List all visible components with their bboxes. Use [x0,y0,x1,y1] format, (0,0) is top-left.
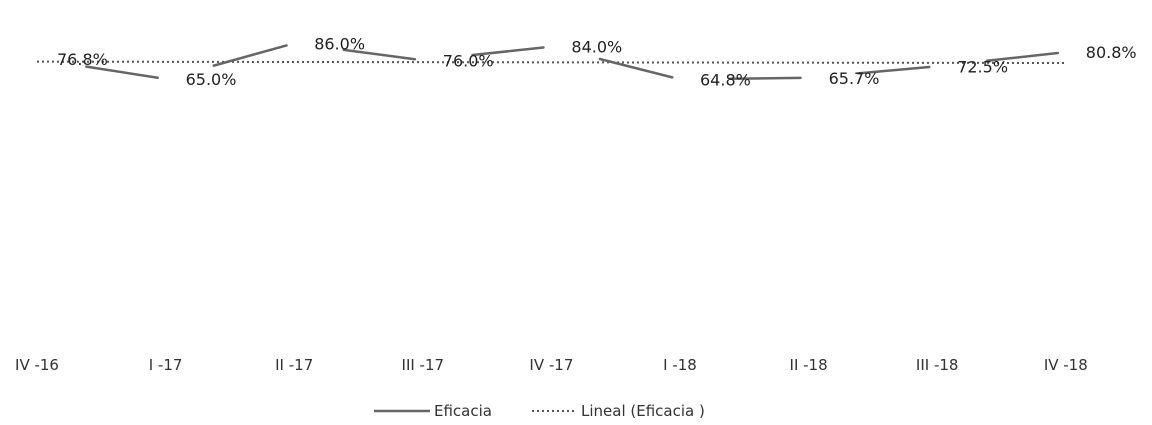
chart-legend: Eficacia Lineal (Eficacia ) [374,402,705,420]
x-tick-label: III -17 [402,356,445,374]
eficacia-line-segment [857,65,931,75]
data-label: 76.8% [57,50,108,69]
data-label: 65.7% [829,69,880,88]
legend-trend-label: Lineal (Eficacia ) [581,402,705,420]
x-tick-label: II -17 [275,356,313,374]
legend-eficacia-label: Eficacia [434,402,492,420]
data-label: 76.0% [443,51,494,70]
data-label: 80.8% [1086,43,1137,62]
x-tick-label: IV -16 [15,356,59,374]
data-label: 84.0% [571,38,622,57]
x-tick-label: I -17 [149,356,183,374]
data-label: 64.8% [700,70,751,89]
x-tick-label: II -18 [790,356,828,374]
x-tick-label: III -18 [916,356,959,374]
eficacia-line-segment [85,65,159,80]
x-tick-label: IV -17 [529,356,573,374]
data-label: 86.0% [314,34,365,53]
eficacia-line-segment [598,57,674,79]
x-axis-ticks: IV -16 I -17 II -17 III -17 IV -17 I -18 II -1… [15,356,1088,374]
chart-data-labels: 76.8% 65.0% 86.0% 76.0% 84.0% 64.8% 65.7% 72.5%… [57,34,1137,89]
trend-line [36,60,1066,65]
eficacia-line-segment [728,76,802,80]
data-label: 72.5% [957,57,1008,76]
eficacia-line-segment [342,48,417,61]
chart-lines [36,44,1066,80]
eficacia-line-segment [212,44,288,67]
x-tick-label: IV -18 [1044,356,1088,374]
x-tick-label: I -18 [663,356,697,374]
eficacia-line-segment [471,46,545,57]
data-label: 65.0% [186,70,237,89]
eficacia-line-segment [985,51,1060,63]
